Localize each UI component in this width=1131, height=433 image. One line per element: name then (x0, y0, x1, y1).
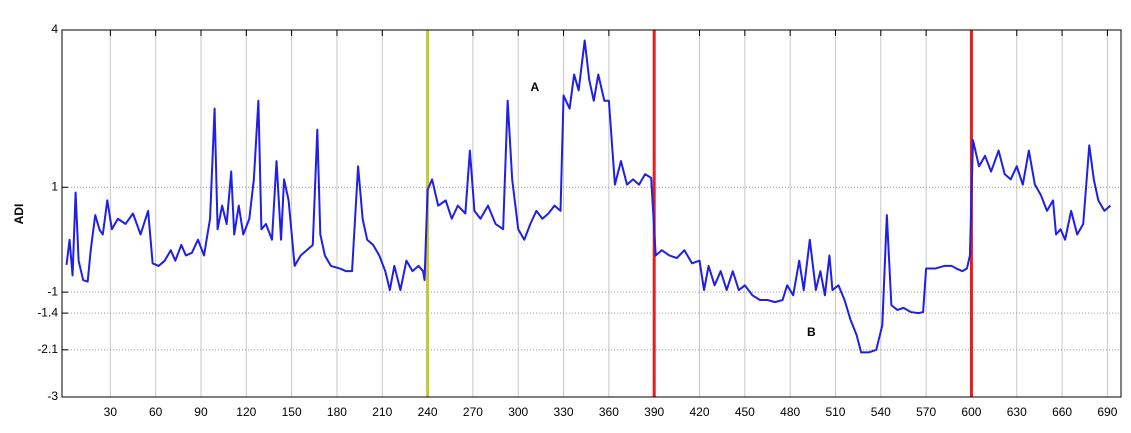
x-tick-label: 420 (689, 405, 709, 419)
x-tick-label: 480 (780, 405, 800, 419)
plot-border (61, 29, 1122, 398)
x-tick-label: 690 (1097, 405, 1117, 419)
x-tick-label: 660 (1052, 405, 1072, 419)
x-tick-label: 240 (418, 405, 438, 419)
x-tick-label: 360 (599, 405, 619, 419)
x-tick-label: 510 (825, 405, 845, 419)
y-tick-label: -3 (47, 389, 58, 403)
x-tick-label: 570 (916, 405, 936, 419)
x-tick-label: 90 (194, 405, 208, 419)
x-tick-label: 300 (508, 405, 528, 419)
x-tick-label: 390 (644, 405, 664, 419)
x-tick-label: 330 (554, 405, 574, 419)
x-tick-label: 60 (149, 405, 163, 419)
y-tick-label: -1 (47, 284, 58, 298)
x-tick-label: 150 (282, 405, 302, 419)
annotation: B (807, 325, 816, 339)
x-tick-label: 540 (871, 405, 891, 419)
y-axis-label: ADI (12, 204, 26, 225)
x-tick-label: 600 (961, 405, 981, 419)
x-tick-label: 120 (236, 405, 256, 419)
y-tick-label: 1 (51, 179, 58, 193)
x-tick-label: 630 (1007, 405, 1027, 419)
y-tick-label: -1.4 (37, 305, 58, 319)
x-tick-label: 210 (372, 405, 392, 419)
annotation: A (531, 80, 540, 94)
y-tick-label: -2.1 (37, 342, 58, 356)
x-tick-label: 450 (735, 405, 755, 419)
data-line (65, 39, 1112, 354)
x-tick-label: 270 (463, 405, 483, 419)
x-tick-label: 180 (327, 405, 347, 419)
y-tick-label: 4 (51, 22, 58, 36)
x-tick-label: 30 (104, 405, 118, 419)
